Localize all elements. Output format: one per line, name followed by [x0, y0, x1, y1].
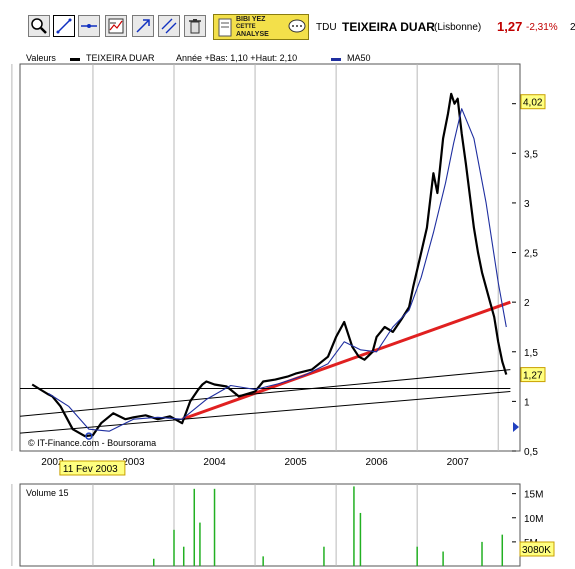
legend-ma-label: MA50 — [347, 53, 371, 63]
horizontal-line-button[interactable] — [78, 15, 100, 37]
y-tick-label: 3,5 — [524, 149, 538, 160]
y-tick-label: 2,5 — [524, 249, 538, 260]
copyright-label: © IT-Finance.com - Boursorama — [28, 438, 156, 448]
x-tick-label: 2005 — [284, 457, 307, 468]
indicators-button[interactable] — [105, 15, 127, 37]
date-marker-label: 11 Fev 2003 — [63, 464, 118, 475]
trendline-icon — [56, 18, 72, 34]
volume-chart-frame — [19, 483, 521, 567]
trendlines — [19, 300, 511, 434]
arrow-line-icon — [136, 19, 150, 33]
price-change: -2,31% — [526, 22, 558, 33]
draw-line-button[interactable] — [53, 15, 75, 37]
ticker-symbol: TDU — [316, 22, 337, 33]
volume-last-marker: 3080K — [519, 541, 555, 557]
zoom-button[interactable] — [28, 15, 50, 37]
y-tick-label: 2 — [524, 298, 530, 309]
price-y-axis: 43,532,521,510,5 — [524, 100, 538, 458]
pencil-icon — [218, 18, 232, 37]
low-point-marker — [85, 432, 93, 440]
price-markers: 4,02 1,27 11 Fev 2003 — [59, 94, 546, 476]
toolbar: BIBI YEZ CETTE ANALYSE TDU TEIXEIRA DUAR… — [24, 14, 575, 42]
parallel-lines-button[interactable] — [158, 15, 180, 37]
x-tick-label: 2003 — [122, 457, 145, 468]
stock-name: TEIXEIRA DUAR — [342, 20, 435, 34]
red-trendline — [181, 300, 511, 421]
y-tick-label: 0,5 — [524, 447, 538, 458]
last-marker-label: 1,27 — [523, 371, 543, 382]
delete-button[interactable] — [184, 15, 206, 37]
last-volume-label: 3080K — [522, 545, 551, 556]
volume-title: Volume 15 — [26, 488, 69, 498]
volume-y-axis: 15M10M5M — [524, 490, 543, 549]
arrow-line-button[interactable] — [132, 15, 154, 37]
speech-bubble-icon — [288, 19, 306, 33]
y-tick-label: 1,5 — [524, 348, 538, 359]
date-marker-box — [59, 460, 126, 476]
promo-line-2: CETTE — [236, 24, 256, 30]
legend-values-label: Valeurs — [26, 53, 56, 63]
x-tick-label: 2002 — [41, 457, 64, 468]
parallel-lines-icon — [161, 18, 177, 34]
x-tick-label: 2007 — [447, 457, 470, 468]
y-tick-label: 1 — [524, 397, 530, 408]
count-label: 23 — [570, 22, 575, 33]
scroll-right-icon[interactable] — [513, 422, 519, 432]
indicator-icon — [108, 18, 124, 34]
high-marker-box — [520, 94, 546, 110]
legend-series-name: TEIXEIRA DUAR — [86, 53, 155, 63]
high-marker-label: 4,02 — [523, 98, 543, 109]
black-trendline — [19, 390, 511, 434]
price-line — [31, 92, 508, 438]
trash-icon — [189, 19, 201, 34]
horizontal-line-icon — [81, 24, 97, 28]
last-price: 1,27 — [497, 19, 523, 34]
last-marker-box — [520, 367, 546, 383]
exchange-label: (Lisbonne) — [434, 22, 482, 33]
promo-banner[interactable]: BIBI YEZ CETTE ANALYSE — [213, 14, 309, 40]
x-tick-label: 2006 — [366, 457, 389, 468]
legend-ma-swatch — [331, 58, 341, 61]
promo-line-1: BIBI YEZ — [236, 16, 266, 23]
magnifier-icon — [31, 18, 47, 34]
price-series — [31, 92, 508, 438]
legend-price-swatch — [70, 58, 80, 61]
ma50-line — [48, 108, 507, 432]
last-volume-box — [519, 541, 555, 557]
volume-y-label: 10M — [524, 514, 543, 525]
volume-bars — [152, 486, 504, 566]
price-x-axis: 2002 2003 2004 2005 2006 2007 — [41, 457, 469, 468]
x-tick-label: 2004 — [203, 457, 226, 468]
volume-y-label: 15M — [524, 490, 543, 501]
legend-range: Année +Bas: 1,10 +Haut: 2,10 — [176, 53, 298, 63]
promo-line-3: ANALYSE — [236, 31, 269, 38]
y-tick-label: 3 — [524, 199, 530, 210]
black-trendline — [19, 369, 511, 417]
